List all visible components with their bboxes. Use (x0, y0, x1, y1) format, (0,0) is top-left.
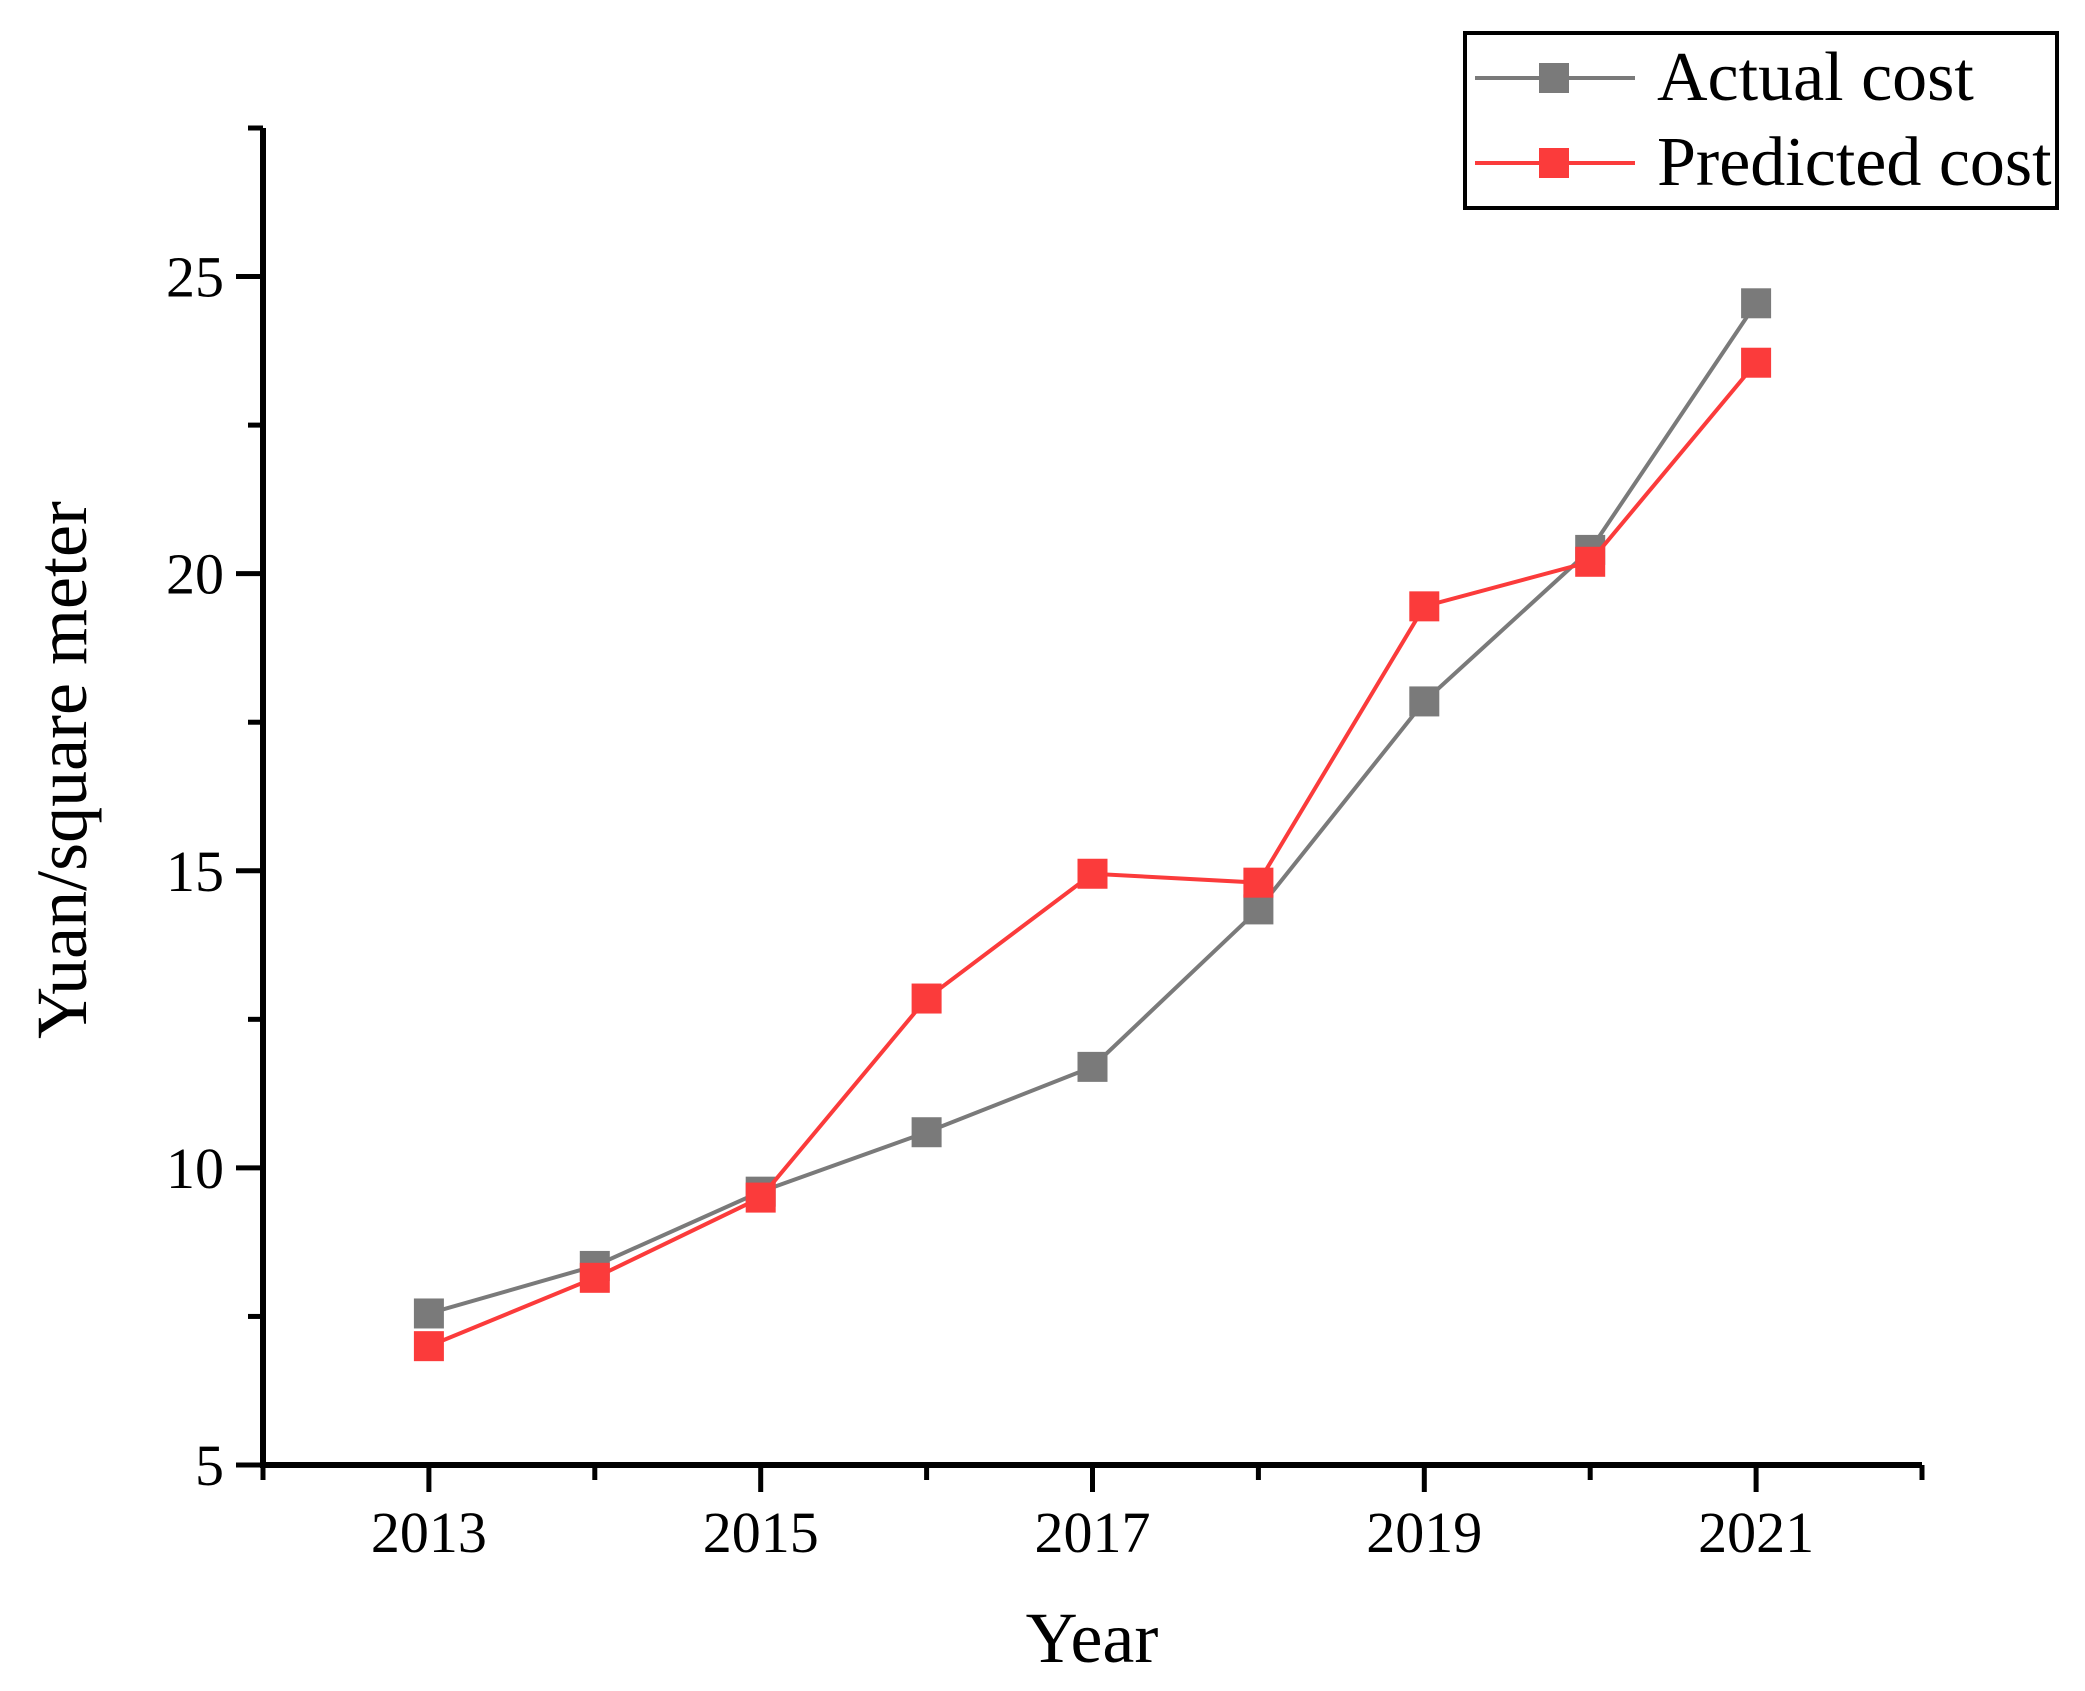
x-axis-title: Year (1025, 1598, 1159, 1678)
legend-label-predicted-cost: Predicted cost (1657, 124, 2052, 201)
data-point-predicted-cost-2017 (1077, 858, 1108, 889)
data-point-predicted-cost-2016 (911, 983, 942, 1014)
x-tick-label: 2013 (371, 1500, 487, 1565)
data-point-predicted-cost-2018 (1243, 867, 1274, 898)
x-tick-label: 2017 (1035, 1500, 1151, 1565)
data-point-actual-cost-2018 (1243, 894, 1274, 925)
y-tick-label: 20 (166, 542, 224, 607)
legend-marker-predicted-cost-icon (1475, 148, 1635, 178)
legend-marker-actual-cost-icon (1475, 63, 1635, 93)
data-point-predicted-cost-2015 (745, 1182, 776, 1213)
data-point-predicted-cost-2021 (1741, 347, 1772, 378)
x-tick-label: 2015 (703, 1500, 819, 1565)
y-tick-label: 15 (166, 839, 224, 904)
legend-label-actual-cost: Actual cost (1657, 39, 1974, 116)
data-point-predicted-cost-2019 (1409, 591, 1440, 622)
data-point-actual-cost-2019 (1409, 686, 1440, 717)
data-point-actual-cost-2017 (1077, 1051, 1108, 1082)
data-point-actual-cost-2021 (1741, 288, 1772, 319)
data-point-actual-cost-2016 (911, 1117, 942, 1148)
series-line-predicted-cost (428, 361, 1758, 1349)
legend-item-actual-cost: Actual cost (1475, 36, 2055, 121)
y-tick-label: 5 (195, 1433, 224, 1498)
legend-item-predicted-cost: Predicted cost (1475, 121, 2055, 206)
legend: Actual cost Predicted cost (1463, 31, 2059, 210)
x-tick-label: 2021 (1698, 1500, 1814, 1565)
y-tick-label: 10 (166, 1136, 224, 1201)
y-axis-title: Yuan/square meter (22, 501, 102, 1039)
data-point-predicted-cost-2014 (579, 1262, 610, 1293)
data-point-actual-cost-2013 (413, 1298, 444, 1329)
x-tick-label: 2019 (1366, 1500, 1482, 1565)
series-line-actual-cost (428, 302, 1758, 1316)
data-point-predicted-cost-2020 (1575, 546, 1606, 577)
y-tick-label: 25 (166, 245, 224, 310)
data-point-predicted-cost-2013 (413, 1331, 444, 1362)
